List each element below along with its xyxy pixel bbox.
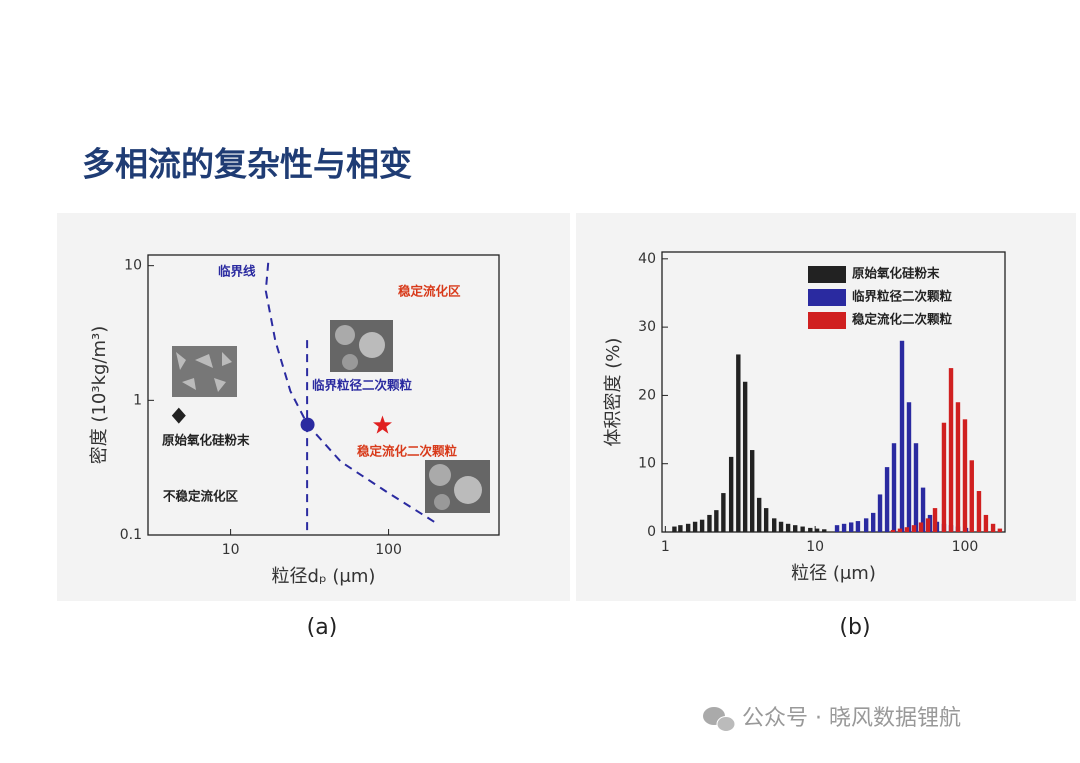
- bar: [899, 340, 905, 532]
- x-tick-label: 100: [952, 539, 979, 555]
- bar: [692, 521, 698, 532]
- y-tick-label: 30: [638, 319, 656, 335]
- bar: [714, 510, 719, 532]
- bar: [920, 487, 926, 532]
- bar: [808, 527, 813, 532]
- bar: [785, 523, 791, 532]
- bar: [884, 467, 890, 532]
- bar: [800, 526, 805, 532]
- bar: [814, 528, 820, 532]
- bar: [897, 528, 903, 532]
- x-tick-label: 100: [375, 542, 402, 558]
- bar: [911, 525, 917, 532]
- bar: [699, 519, 705, 532]
- bar: [990, 523, 996, 532]
- bar: [997, 528, 1003, 532]
- bar: [707, 514, 712, 532]
- bar: [736, 354, 741, 532]
- x-tick-label: 10: [806, 539, 824, 555]
- x-tick-label: 1: [661, 539, 670, 555]
- bar: [863, 518, 869, 532]
- bar: [778, 521, 784, 532]
- legend-swatch: [808, 289, 846, 306]
- bar: [969, 460, 974, 532]
- bar: [678, 525, 683, 532]
- point: [300, 417, 315, 432]
- bar: [763, 508, 769, 532]
- bar: [742, 381, 748, 532]
- bar: [728, 456, 734, 532]
- watermark: 公众号 · 晓风数据锂航: [742, 706, 961, 731]
- caption: (a): [307, 615, 338, 640]
- page-title: 多相流的复杂性与相变: [82, 145, 412, 184]
- annotation: 稳定流化二次颗粒: [357, 444, 458, 459]
- annotation: 临界粒径二次颗粒: [312, 378, 413, 393]
- legend-swatch: [808, 312, 846, 329]
- bar: [834, 525, 840, 532]
- bar: [672, 526, 677, 532]
- annotation: 临界线: [218, 264, 256, 279]
- bar: [721, 493, 726, 532]
- y-tick-label: 1: [133, 392, 142, 408]
- bar: [877, 494, 883, 532]
- y-tick-label: 10: [124, 258, 142, 274]
- bar: [962, 419, 968, 532]
- bar: [848, 522, 854, 532]
- point: [171, 407, 186, 424]
- bar: [870, 512, 876, 532]
- bar: [906, 402, 912, 532]
- x-axis-label: 粒径dₚ (μm): [272, 566, 376, 587]
- panel: [57, 213, 570, 601]
- x-axis-label: 粒径 (μm): [791, 563, 876, 584]
- y-tick-label: 0: [647, 524, 656, 540]
- bar: [918, 522, 924, 532]
- x-tick-label: 10: [222, 542, 240, 558]
- annotation: 稳定流化区: [398, 284, 461, 299]
- bar: [913, 443, 919, 532]
- legend-label: 临界粒径二次颗粒: [852, 289, 953, 304]
- bar: [793, 525, 798, 532]
- bar: [685, 523, 691, 532]
- bar: [983, 514, 989, 532]
- plot-frame: [661, 251, 1006, 533]
- y-tick-label: 40: [638, 251, 656, 267]
- y-axis-label: 体积密度 (%): [603, 338, 624, 447]
- bar: [822, 529, 827, 532]
- bar: [891, 443, 897, 532]
- bar: [841, 523, 847, 532]
- y-tick-label: 0.1: [120, 527, 142, 543]
- bar: [756, 497, 762, 532]
- y-axis-label: 密度 (10³kg/m³): [89, 326, 110, 465]
- bar: [855, 521, 861, 532]
- caption: (b): [839, 615, 870, 640]
- point: [372, 415, 392, 434]
- y-tick-label: 10: [638, 456, 656, 472]
- bar: [925, 518, 931, 532]
- bar: [904, 527, 910, 532]
- bar: [955, 402, 961, 532]
- micrograph: [172, 320, 490, 513]
- plot-frame: [147, 254, 500, 536]
- legend-label: 稳定流化二次颗粒: [852, 312, 953, 327]
- bar: [749, 450, 755, 532]
- bar: [948, 368, 954, 532]
- bar: [932, 508, 938, 532]
- bar: [976, 491, 982, 532]
- bar: [941, 422, 947, 532]
- annotation: 不稳定流化区: [163, 489, 239, 504]
- bar: [772, 518, 777, 532]
- wechat-icon: [703, 707, 736, 732]
- bar: [890, 529, 896, 532]
- legend-swatch: [808, 266, 846, 283]
- annotation: 原始氧化硅粉末: [162, 433, 250, 448]
- y-tick-label: 20: [638, 387, 656, 403]
- legend-label: 原始氧化硅粉末: [852, 266, 940, 281]
